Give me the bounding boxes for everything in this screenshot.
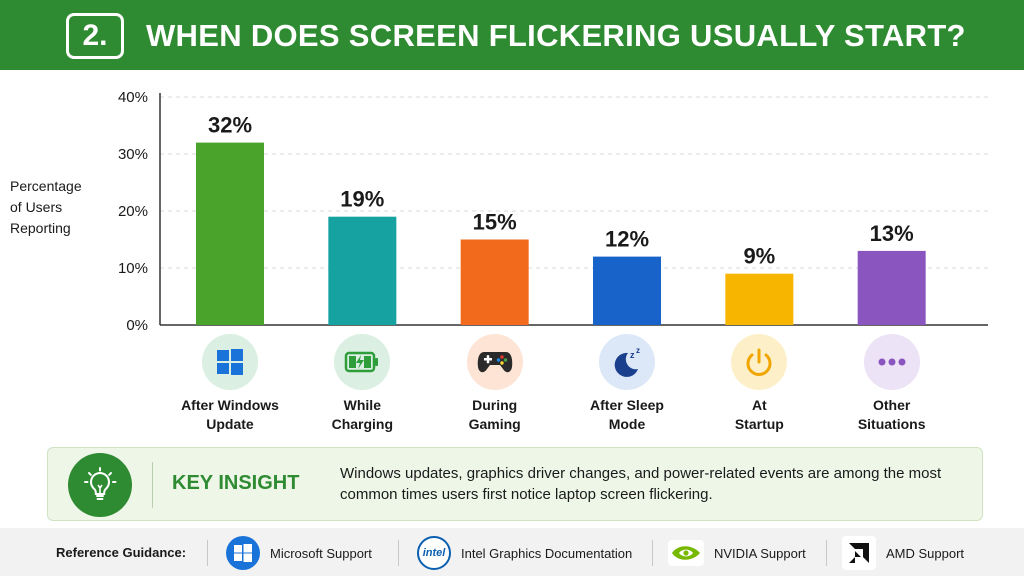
nvidia-logo-icon — [668, 540, 704, 566]
category-item: During Gaming — [425, 334, 565, 434]
insight-divider — [152, 462, 153, 508]
windows-icon — [202, 334, 258, 390]
insight-text: Windows updates, graphics driver changes… — [340, 465, 942, 503]
reference-divider — [826, 540, 827, 566]
key-insight-panel: KEY INSIGHT Windows updates, graphics dr… — [47, 447, 983, 521]
reference-microsoft-label: Microsoft Support — [270, 545, 372, 561]
insight-title: KEY INSIGHT — [172, 472, 300, 494]
category-item: While Charging — [292, 334, 432, 434]
category-item: After Windows Update — [160, 334, 300, 434]
lightbulb-icon — [68, 453, 132, 517]
bar — [196, 142, 264, 325]
reference-divider — [207, 540, 208, 566]
reference-amd[interactable]: AMD Support — [842, 536, 964, 570]
y-tick-label: 30% — [118, 146, 148, 163]
bar-chart: 0% 10% 20% 30% 40% 32% 19% 15% 12% 9% 13% — [118, 89, 988, 334]
bar — [725, 273, 794, 325]
y-axis-title-text: Percentage of Users Reporting — [10, 178, 82, 236]
bar — [328, 216, 397, 325]
data-label: 9% — [743, 244, 775, 269]
reference-intel[interactable]: intel Intel Graphics Documentation — [417, 536, 632, 570]
section-number: 2. — [66, 13, 124, 59]
bar — [460, 239, 529, 325]
reference-amd-label: AMD Support — [886, 545, 965, 561]
category-item: At Startup — [689, 334, 829, 434]
data-label: 13% — [870, 221, 914, 246]
header-banner: 2. WHEN DOES SCREEN FLICKERING USUALLY S… — [0, 0, 1024, 70]
reference-footer: Reference Guidance: Microsoft Support in… — [0, 528, 1024, 576]
category-item: Other Situations — [822, 334, 962, 434]
reference-nvidia[interactable]: NVIDIA Support — [668, 536, 806, 570]
reference-microsoft[interactable]: Microsoft Support — [226, 536, 372, 570]
category-item: z z After Sleep Mode — [557, 334, 697, 434]
svg-text:z: z — [636, 346, 640, 355]
category-label: After Windows Update — [181, 397, 279, 432]
reference-nvidia-label: NVIDIA Support — [714, 545, 806, 561]
category-label: After Sleep Mode — [590, 397, 664, 432]
category-label: Other Situations — [857, 397, 926, 432]
gamepad-icon — [466, 334, 523, 390]
microsoft-windows-logo-icon — [226, 536, 260, 570]
more-dots-icon — [863, 334, 920, 390]
data-label: 15% — [473, 210, 517, 235]
power-icon — [731, 334, 788, 390]
reference-divider — [652, 540, 653, 566]
category-label: At Startup — [734, 397, 784, 432]
data-label: 32% — [208, 113, 252, 138]
bar — [593, 256, 662, 325]
reference-intel-label: Intel Graphics Documentation — [461, 545, 633, 561]
y-tick-label: 10% — [118, 260, 148, 277]
intel-logo-icon: intel — [417, 536, 451, 570]
y-tick-label: 40% — [118, 89, 148, 106]
reference-divider — [398, 540, 399, 566]
y-tick-label: 20% — [118, 203, 148, 220]
svg-text:z: z — [630, 350, 635, 360]
y-axis-title: Percentage of Users Reporting — [10, 176, 100, 239]
page-title: WHEN DOES SCREEN FLICKERING USUALLY STAR… — [146, 18, 966, 53]
data-label: 19% — [340, 187, 384, 212]
bar — [857, 250, 926, 325]
amd-logo-icon — [842, 536, 876, 570]
y-tick-label: 0% — [126, 317, 148, 334]
category-label: While Charging — [331, 397, 394, 432]
battery-charging-icon — [334, 334, 391, 390]
category-label: During Gaming — [468, 397, 521, 432]
reference-label: Reference Guidance: — [56, 545, 187, 560]
data-label: 12% — [605, 227, 649, 252]
